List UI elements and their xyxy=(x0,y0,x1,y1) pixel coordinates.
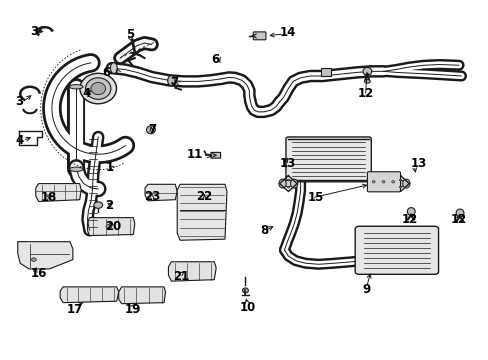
Text: 6: 6 xyxy=(211,53,219,66)
Ellipse shape xyxy=(278,179,285,188)
Ellipse shape xyxy=(31,258,36,261)
Text: 1: 1 xyxy=(105,161,113,174)
Ellipse shape xyxy=(381,180,384,183)
Polygon shape xyxy=(145,184,177,201)
Ellipse shape xyxy=(286,186,289,188)
Polygon shape xyxy=(168,262,216,281)
Ellipse shape xyxy=(284,180,292,187)
Ellipse shape xyxy=(402,179,409,188)
Ellipse shape xyxy=(167,76,175,86)
FancyBboxPatch shape xyxy=(320,68,330,76)
Ellipse shape xyxy=(290,179,297,188)
Ellipse shape xyxy=(69,85,83,89)
Text: 12: 12 xyxy=(357,87,373,100)
Ellipse shape xyxy=(399,179,401,181)
Polygon shape xyxy=(60,287,119,303)
Ellipse shape xyxy=(455,209,463,217)
Ellipse shape xyxy=(146,126,155,134)
FancyBboxPatch shape xyxy=(354,226,438,274)
Ellipse shape xyxy=(391,180,394,183)
Ellipse shape xyxy=(362,67,371,75)
Text: 15: 15 xyxy=(307,192,324,204)
Polygon shape xyxy=(18,242,73,269)
Text: 13: 13 xyxy=(409,157,426,170)
Ellipse shape xyxy=(94,202,102,208)
Text: 4: 4 xyxy=(15,134,23,147)
Text: 20: 20 xyxy=(105,220,122,233)
Ellipse shape xyxy=(399,186,401,188)
Text: 13: 13 xyxy=(279,157,295,170)
Ellipse shape xyxy=(91,82,105,95)
Text: 12: 12 xyxy=(450,213,466,226)
Text: 3: 3 xyxy=(15,95,23,108)
Text: 2: 2 xyxy=(105,199,113,212)
Ellipse shape xyxy=(371,180,374,183)
Text: 7: 7 xyxy=(170,76,178,89)
Ellipse shape xyxy=(286,179,289,181)
Text: 12: 12 xyxy=(401,213,418,226)
FancyBboxPatch shape xyxy=(253,32,265,40)
Text: 21: 21 xyxy=(173,270,189,283)
Text: 23: 23 xyxy=(144,190,161,203)
Ellipse shape xyxy=(85,78,111,99)
Ellipse shape xyxy=(390,179,398,188)
Ellipse shape xyxy=(364,80,369,83)
Polygon shape xyxy=(87,218,135,235)
Ellipse shape xyxy=(407,208,414,216)
Polygon shape xyxy=(36,184,81,202)
Text: 17: 17 xyxy=(66,303,83,316)
Text: 16: 16 xyxy=(31,267,47,280)
Polygon shape xyxy=(119,287,165,304)
FancyBboxPatch shape xyxy=(285,137,370,182)
Text: 8: 8 xyxy=(259,224,267,237)
Ellipse shape xyxy=(395,180,404,187)
Text: 19: 19 xyxy=(125,303,141,316)
Text: 5: 5 xyxy=(125,28,134,41)
Ellipse shape xyxy=(242,288,248,293)
Ellipse shape xyxy=(69,167,83,171)
Text: 22: 22 xyxy=(196,190,212,203)
Polygon shape xyxy=(177,184,226,240)
Ellipse shape xyxy=(106,225,112,229)
Text: 6: 6 xyxy=(102,66,110,79)
Ellipse shape xyxy=(110,63,117,73)
Text: 4: 4 xyxy=(82,87,91,100)
FancyBboxPatch shape xyxy=(366,172,400,192)
Text: 11: 11 xyxy=(186,148,203,161)
Text: 10: 10 xyxy=(239,301,255,314)
Text: 3: 3 xyxy=(31,25,39,38)
Ellipse shape xyxy=(80,73,116,104)
Text: 14: 14 xyxy=(279,27,295,40)
FancyBboxPatch shape xyxy=(210,152,220,158)
Text: 7: 7 xyxy=(147,123,156,136)
Text: 18: 18 xyxy=(41,192,57,204)
Text: 9: 9 xyxy=(362,283,370,296)
